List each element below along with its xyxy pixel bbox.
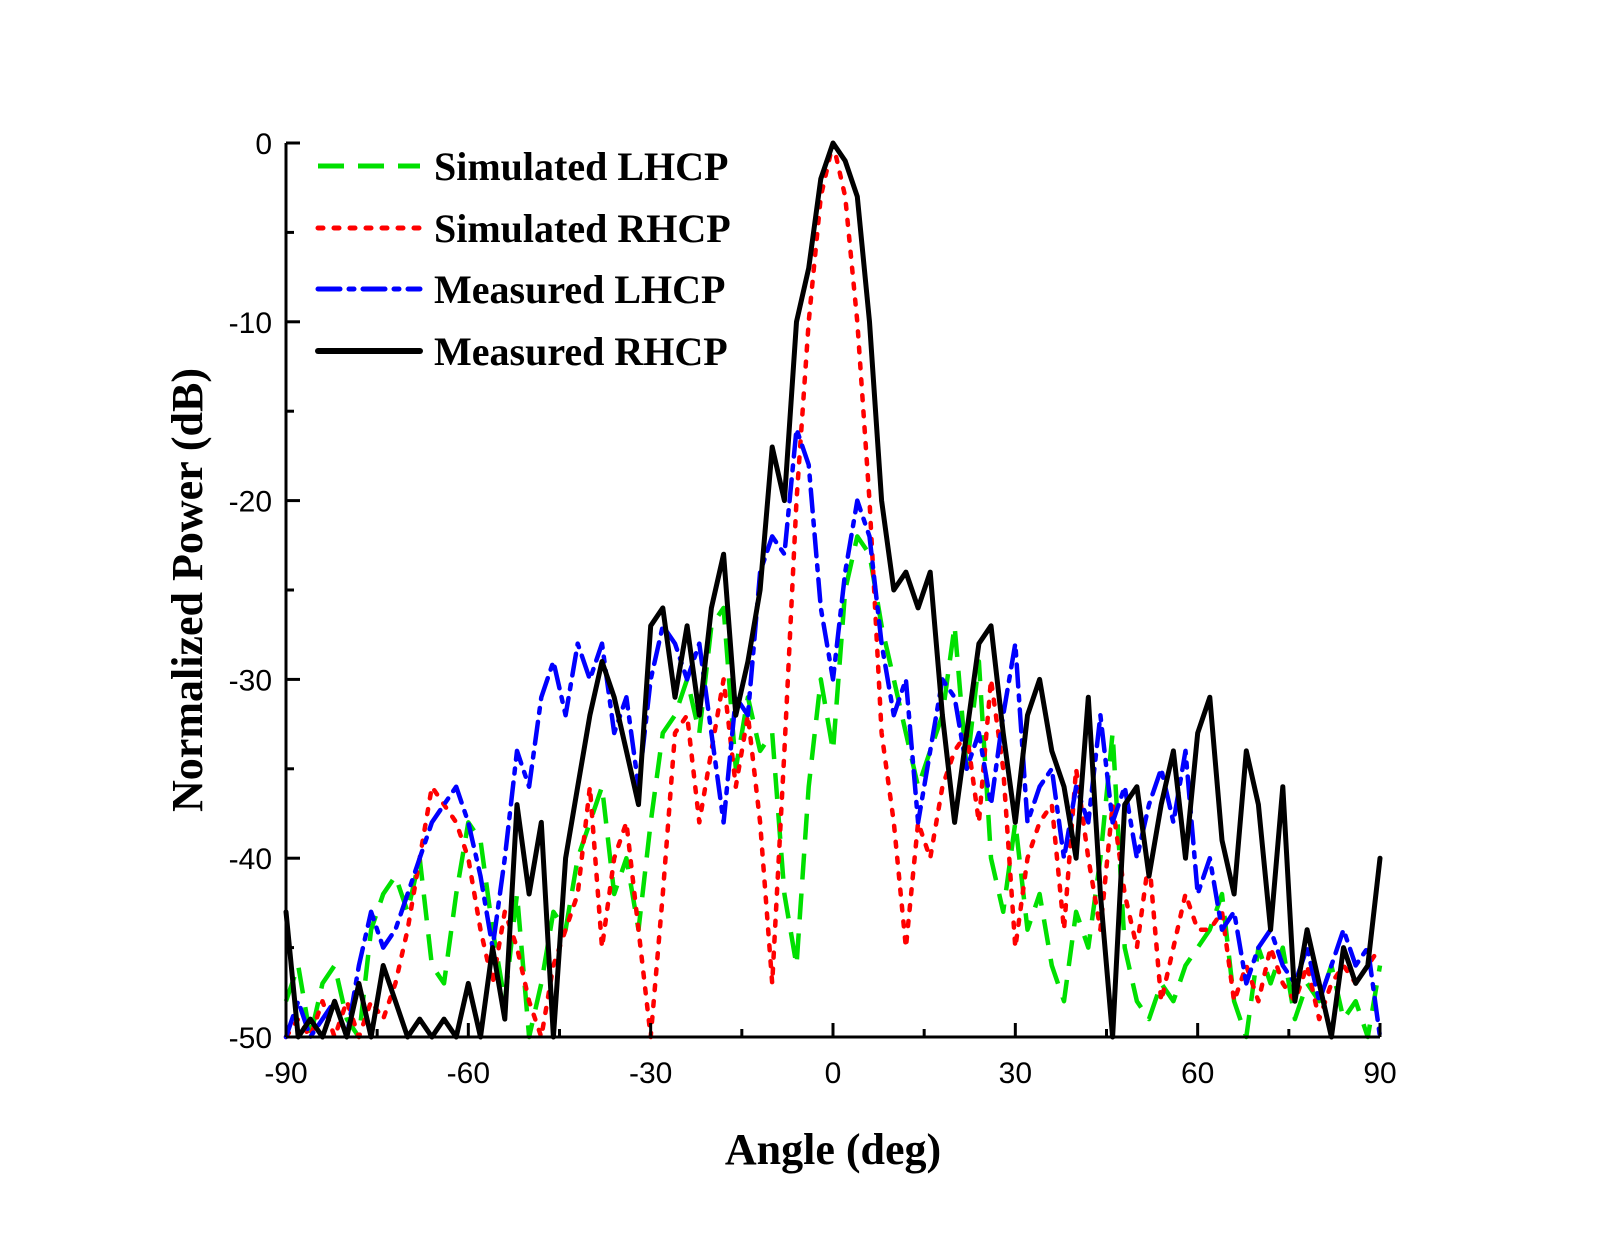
x-tick-label: -60 (447, 1057, 490, 1090)
x-tick-label: 90 (1363, 1057, 1396, 1090)
legend-label: Measured RHCP (434, 329, 728, 374)
legend: Simulated LHCP Simulated RHCP Measured LHC… (315, 144, 731, 374)
y-tick-label: -20 (229, 486, 272, 519)
y-tick-label: -30 (229, 664, 272, 697)
y-tick-label: -50 (229, 1022, 272, 1055)
series-line-measured-lhcp (283, 426, 1383, 1040)
y-axis-title: Normalized Power (dB) (163, 368, 212, 812)
y-ticks: 0 -10 -20 -30 -40 -50 (229, 128, 300, 1055)
x-ticks: -90 -60 -30 0 30 60 90 (264, 1023, 1397, 1090)
x-tick-label: 60 (1181, 1057, 1214, 1090)
legend-label: Simulated RHCP (434, 206, 731, 251)
x-axis-title: Angle (deg) (725, 1125, 941, 1174)
series-line-measured-rhcp (283, 140, 1383, 1040)
y-tick-label: -10 (229, 307, 272, 340)
y-tick-label: -40 (229, 843, 272, 876)
x-tick-label: -90 (264, 1057, 307, 1090)
legend-label: Measured LHCP (434, 267, 725, 312)
y-tick-label: 0 (255, 128, 272, 161)
x-tick-label: 0 (825, 1057, 842, 1090)
x-tick-label: 30 (999, 1057, 1032, 1090)
x-tick-label: -30 (629, 1057, 672, 1090)
series-layer (283, 140, 1383, 1040)
legend-label: Simulated LHCP (434, 144, 728, 189)
